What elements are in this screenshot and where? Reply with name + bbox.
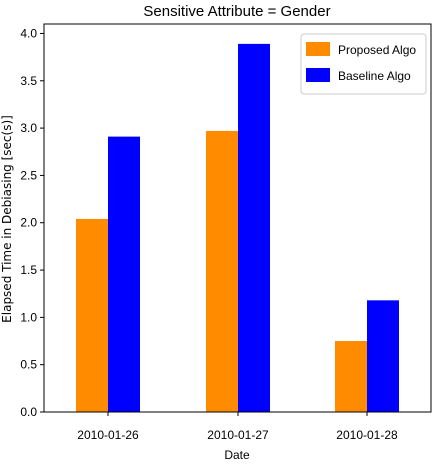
- x-tick-label: 2010-01-27: [207, 428, 269, 442]
- y-tick-label: 2.0: [20, 216, 37, 230]
- bar-proposed-algo-2010-01-28: [335, 341, 367, 412]
- x-axis-ticks: 2010-01-26 2010-01-27 2010-01-28: [77, 412, 398, 442]
- y-tick-label: 3.0: [20, 121, 37, 135]
- legend-swatch-baseline-algo: [306, 68, 330, 82]
- y-tick-label: 2.5: [20, 168, 37, 182]
- legend-label-proposed-algo: Proposed Algo: [338, 43, 416, 57]
- bar-baseline-algo-2010-01-26: [108, 136, 140, 413]
- bars-group: [76, 43, 399, 413]
- y-tick-label: 3.5: [20, 74, 37, 88]
- y-tick-label: 0.0: [20, 405, 37, 419]
- x-tick-label: 2010-01-28: [336, 428, 398, 442]
- y-axis-label: Elapsed Time in Debiasing [sec(s)]: [0, 115, 14, 323]
- legend: Proposed Algo Baseline Algo: [300, 33, 427, 95]
- chart-title: Sensitive Attribute = Gender: [143, 3, 330, 20]
- y-tick-label: 0.5: [20, 358, 37, 372]
- legend-swatch-proposed-algo: [306, 42, 330, 56]
- bar-baseline-algo-2010-01-28: [367, 300, 399, 412]
- bar-proposed-algo-2010-01-26: [76, 218, 108, 412]
- y-tick-label: 4.0: [20, 26, 37, 40]
- legend-box: [300, 33, 427, 95]
- x-axis-label: Date: [224, 448, 250, 462]
- y-tick-label: 1.5: [20, 263, 37, 277]
- x-tick-label: 2010-01-26: [77, 428, 139, 442]
- y-axis-ticks: 0.0 0.5 1.0 1.5 2.0 2.5 3.0 3.5 4.0: [20, 26, 44, 419]
- y-tick-label: 1.0: [20, 310, 37, 324]
- bar-baseline-algo-2010-01-27: [238, 43, 270, 412]
- bar-proposed-algo-2010-01-27: [206, 130, 238, 412]
- legend-label-baseline-algo: Baseline Algo: [338, 69, 411, 83]
